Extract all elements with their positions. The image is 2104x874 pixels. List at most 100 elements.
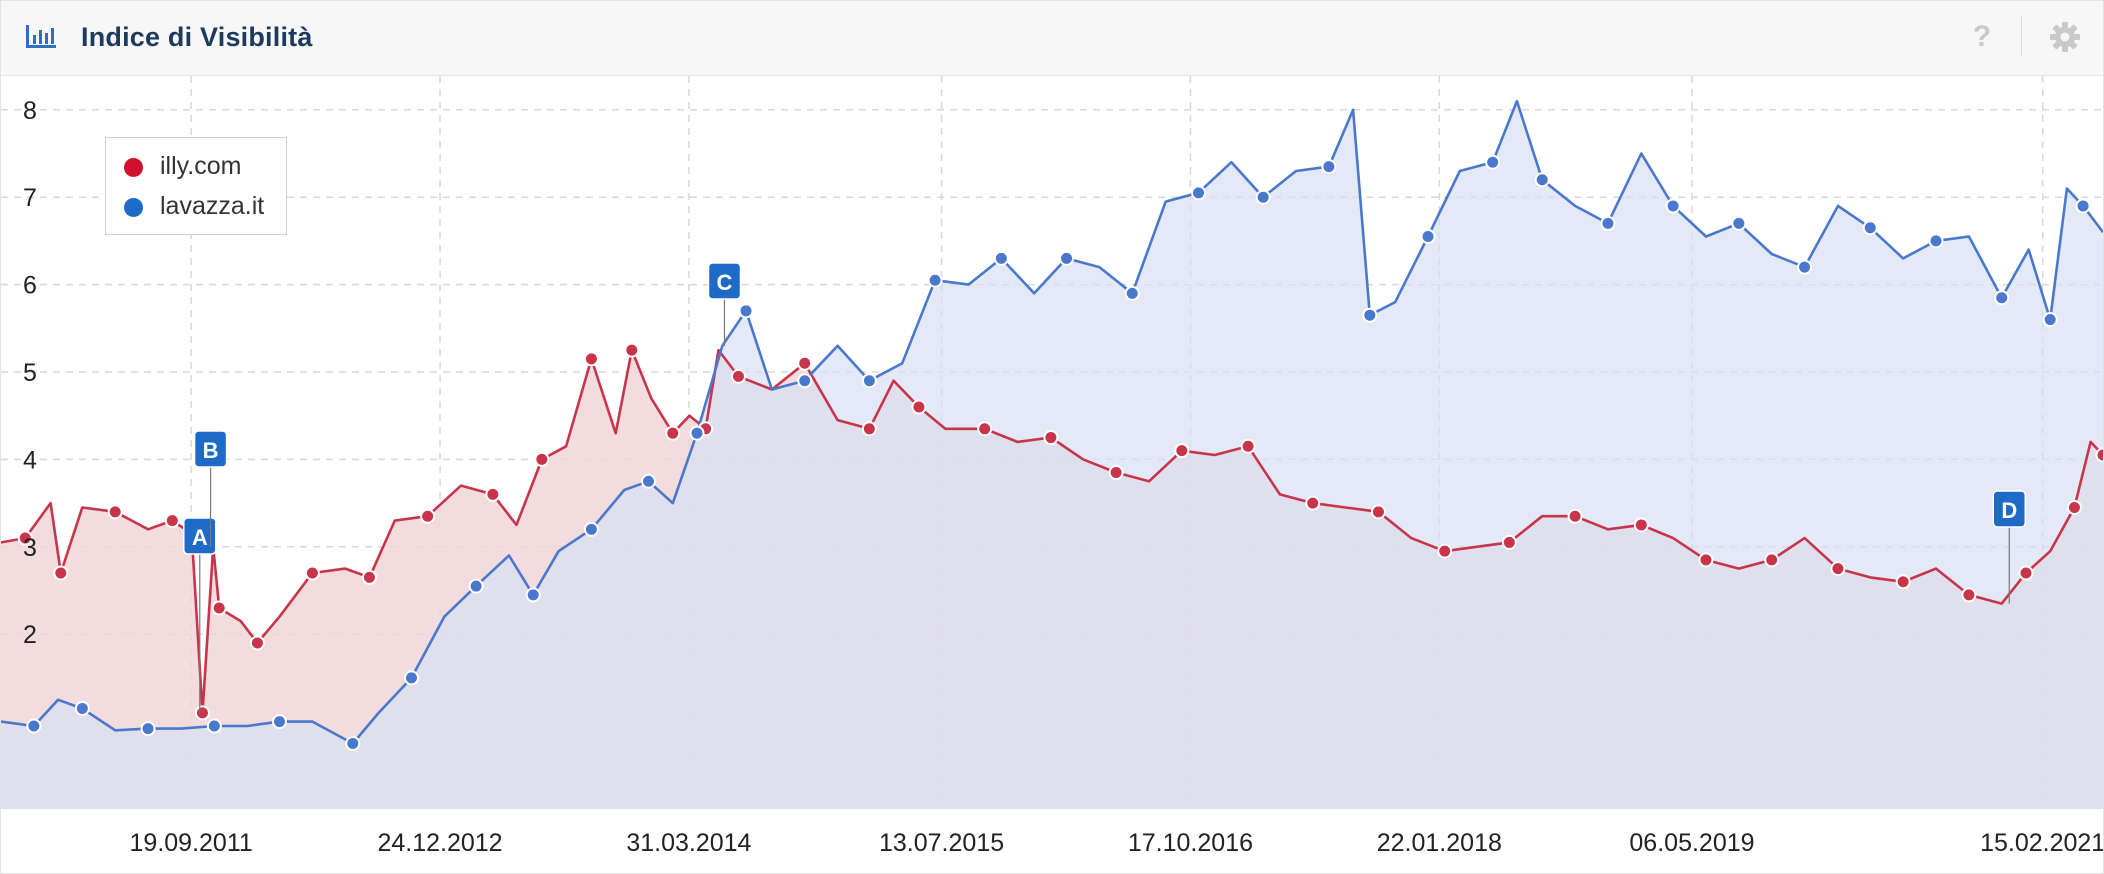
data-point-lavazza[interactable] <box>1255 189 1271 205</box>
data-point-illy[interactable] <box>420 508 436 524</box>
data-point-illy[interactable] <box>53 565 69 581</box>
data-point-lavazza[interactable] <box>1994 290 2010 306</box>
data-point-illy[interactable] <box>107 504 123 520</box>
data-point-lavazza[interactable] <box>861 373 877 389</box>
data-point-lavazza[interactable] <box>738 303 754 319</box>
data-point-illy[interactable] <box>1764 552 1780 568</box>
data-point-lavazza[interactable] <box>1534 172 1550 188</box>
gear-icon[interactable] <box>2049 21 2081 53</box>
data-point-lavazza[interactable] <box>272 714 288 730</box>
data-point-illy[interactable] <box>1305 495 1321 511</box>
data-point-lavazza[interactable] <box>1124 285 1140 301</box>
data-point-lavazza[interactable] <box>1928 233 1944 249</box>
y-tick-label: 3 <box>23 534 37 562</box>
data-point-illy[interactable] <box>1370 504 1386 520</box>
data-point-illy[interactable] <box>1567 508 1583 524</box>
data-point-lavazza[interactable] <box>525 587 541 603</box>
data-point-lavazza[interactable] <box>1321 159 1337 175</box>
annotation-label-b: B <box>203 438 219 463</box>
data-point-illy[interactable] <box>1830 561 1846 577</box>
data-point-illy[interactable] <box>249 635 265 651</box>
data-point-illy[interactable] <box>1437 543 1453 559</box>
data-point-illy[interactable] <box>1240 438 1256 454</box>
annotation-label-a: A <box>192 525 208 550</box>
data-point-illy[interactable] <box>977 421 993 437</box>
data-point-illy[interactable] <box>861 421 877 437</box>
data-point-lavazza[interactable] <box>26 718 42 734</box>
data-point-illy[interactable] <box>1961 587 1977 603</box>
data-point-illy[interactable] <box>17 530 33 546</box>
data-point-lavazza[interactable] <box>403 670 419 686</box>
data-point-lavazza[interactable] <box>2042 312 2058 328</box>
data-point-illy[interactable] <box>583 351 599 367</box>
data-point-lavazza[interactable] <box>1600 215 1616 231</box>
x-tick-label: 22.01.2018 <box>1377 829 1502 857</box>
data-point-lavazza[interactable] <box>797 373 813 389</box>
data-point-lavazza[interactable] <box>1665 198 1681 214</box>
y-tick-label: 5 <box>23 359 37 387</box>
data-point-illy[interactable] <box>485 486 501 502</box>
data-point-lavazza[interactable] <box>1731 215 1747 231</box>
data-point-lavazza[interactable] <box>1191 185 1207 201</box>
legend-marker-lavazza <box>124 198 143 217</box>
x-tick-label: 17.10.2016 <box>1128 829 1253 857</box>
data-point-illy[interactable] <box>1698 552 1714 568</box>
area-lavazza <box>1 101 2103 810</box>
annotation-flag-a[interactable] <box>183 517 217 555</box>
x-tick-label: 15.02.2021 <box>1980 829 2103 857</box>
data-point-lavazza[interactable] <box>140 721 156 737</box>
x-tick-label: 19.09.2011 <box>130 829 253 857</box>
x-tick-label: 06.05.2019 <box>1629 829 1754 857</box>
visibility-chart: 2 3 4 5 6 7 8 19.09.2011 24.12.2012 31.03.2014 13.… <box>1 76 2104 857</box>
data-point-illy[interactable] <box>797 355 813 371</box>
data-point-illy[interactable] <box>1633 517 1649 533</box>
panel-header: Indice di Visibilità ? <box>1 1 2103 76</box>
data-point-lavazza[interactable] <box>1362 307 1378 323</box>
data-point-illy[interactable] <box>1043 430 1059 446</box>
data-point-lavazza[interactable] <box>74 700 90 716</box>
data-point-illy[interactable] <box>194 705 210 721</box>
data-point-illy[interactable] <box>1895 574 1911 590</box>
data-point-illy[interactable] <box>730 368 746 384</box>
data-point-illy[interactable] <box>1108 465 1124 481</box>
data-point-lavazza[interactable] <box>689 425 705 441</box>
data-point-lavazza[interactable] <box>993 250 1009 266</box>
data-point-lavazza[interactable] <box>1485 154 1501 170</box>
data-point-lavazza[interactable] <box>468 578 484 594</box>
data-point-illy[interactable] <box>534 451 550 467</box>
data-point-lavazza[interactable] <box>927 272 943 288</box>
data-point-lavazza[interactable] <box>1420 229 1436 245</box>
legend-label-lavazza: lavazza.it <box>160 192 265 220</box>
data-point-illy[interactable] <box>1501 534 1517 550</box>
data-point-lavazza[interactable] <box>1797 259 1813 275</box>
y-tick-label: 8 <box>23 97 37 125</box>
annotation-label-d: D <box>2001 498 2017 523</box>
data-point-lavazza[interactable] <box>2075 198 2091 214</box>
x-tick-label: 24.12.2012 <box>377 829 502 857</box>
data-point-illy[interactable] <box>164 513 180 529</box>
data-point-lavazza[interactable] <box>1862 220 1878 236</box>
data-point-illy[interactable] <box>361 569 377 585</box>
data-point-illy[interactable] <box>211 600 227 616</box>
annotation-flag-b[interactable] <box>193 430 228 468</box>
question-icon[interactable]: ? <box>1972 20 1992 53</box>
data-point-illy[interactable] <box>665 425 681 441</box>
y-tick-label: 7 <box>23 184 37 212</box>
data-point-illy[interactable] <box>2066 499 2082 515</box>
data-point-lavazza[interactable] <box>345 735 361 751</box>
data-point-lavazza[interactable] <box>206 718 222 734</box>
data-point-lavazza[interactable] <box>583 521 599 537</box>
data-point-lavazza[interactable] <box>641 473 657 489</box>
data-point-illy[interactable] <box>2018 565 2034 581</box>
annotation-flag-c[interactable] <box>707 262 742 300</box>
data-point-illy[interactable] <box>624 342 640 358</box>
y-tick-label: 6 <box>23 272 37 300</box>
y-tick-label: 4 <box>23 446 37 474</box>
data-point-illy[interactable] <box>2095 447 2104 463</box>
data-point-lavazza[interactable] <box>1059 250 1075 266</box>
annotation-flag-d[interactable] <box>1992 490 2027 528</box>
data-point-illy[interactable] <box>1174 443 1190 459</box>
x-tick-label: 13.07.2015 <box>879 829 1004 857</box>
data-point-illy[interactable] <box>304 565 320 581</box>
data-point-illy[interactable] <box>911 399 927 415</box>
